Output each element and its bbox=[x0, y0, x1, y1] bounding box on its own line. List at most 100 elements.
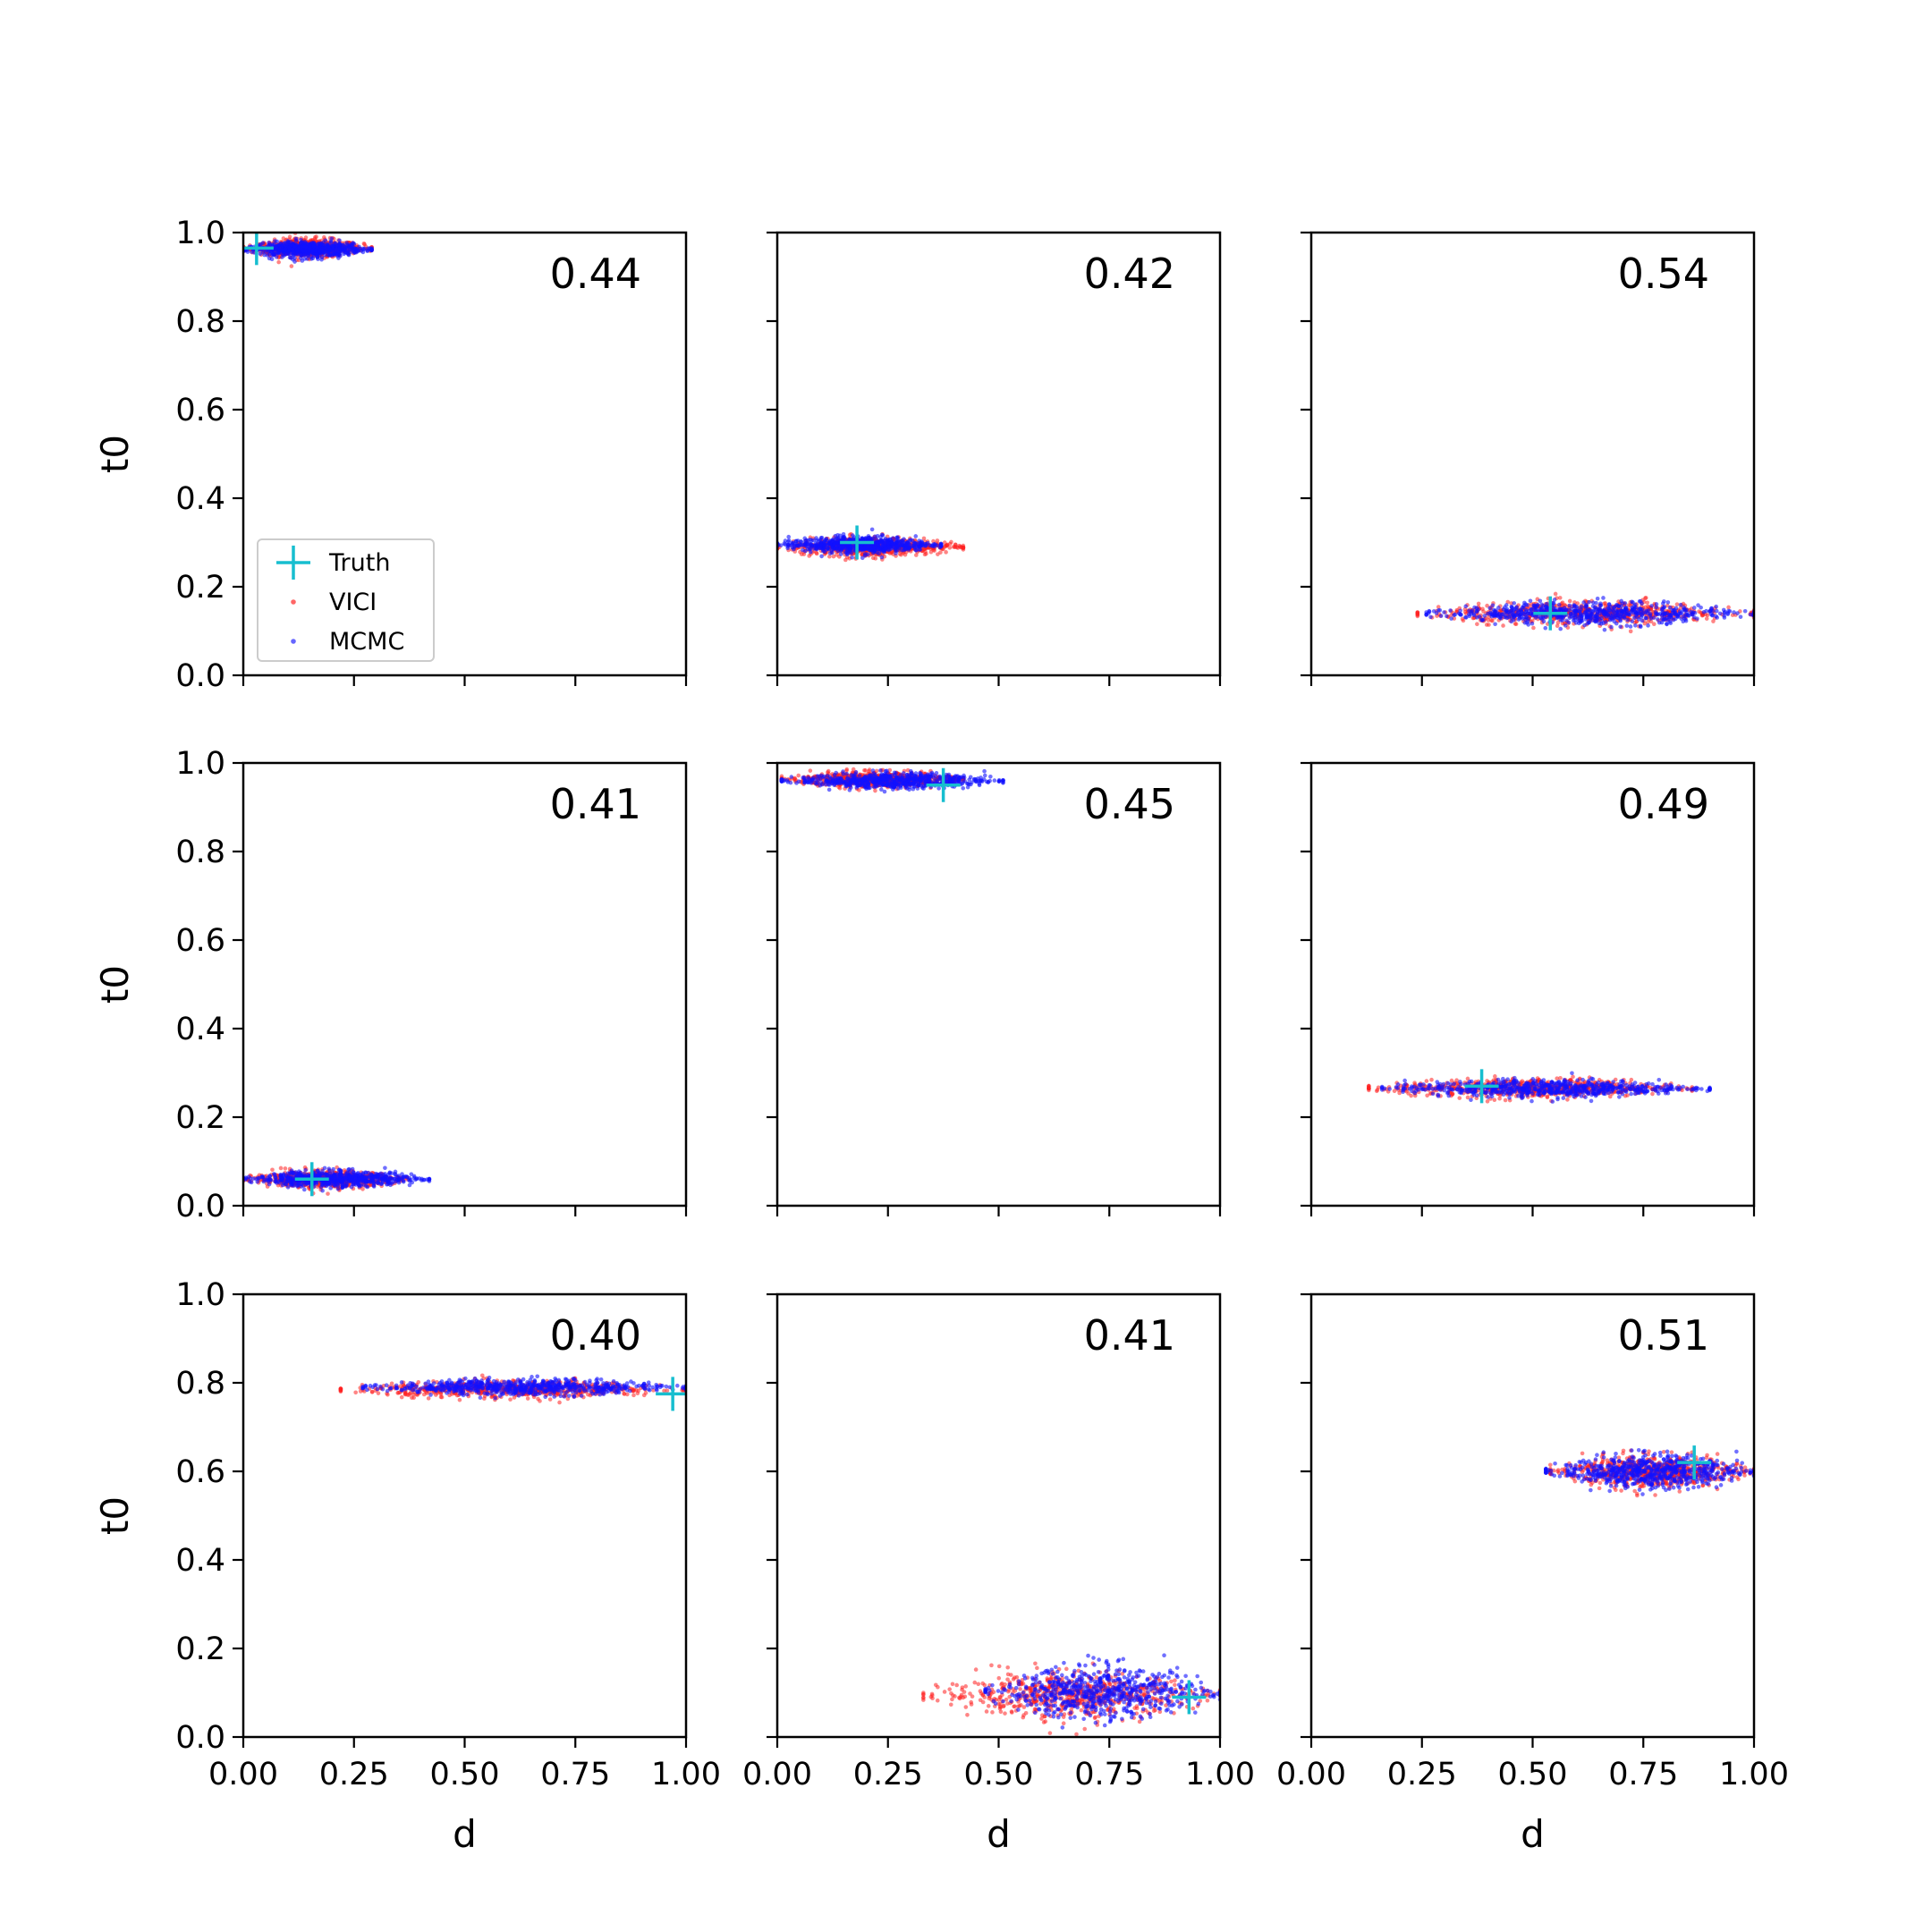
vici-point bbox=[814, 551, 819, 556]
mcmc-point bbox=[1665, 622, 1669, 627]
mcmc-point bbox=[1636, 611, 1640, 616]
mcmc-point bbox=[1482, 614, 1487, 618]
mcmc-point bbox=[890, 539, 894, 544]
mcmc-point bbox=[795, 538, 801, 543]
mcmc-point bbox=[1493, 622, 1497, 627]
mcmc-point bbox=[1553, 606, 1557, 611]
mcmc-point bbox=[1466, 612, 1471, 617]
legend-entry-vici: VICI bbox=[291, 589, 377, 616]
mcmc-point bbox=[1638, 624, 1643, 630]
mcmc-point bbox=[903, 547, 908, 552]
mcmc-point bbox=[1496, 612, 1502, 616]
mcmc-point bbox=[273, 239, 277, 243]
vici-point bbox=[831, 554, 836, 559]
mcmc-point bbox=[1630, 599, 1634, 605]
mcmc-point bbox=[1490, 603, 1496, 608]
mcmc-point bbox=[1637, 599, 1642, 604]
mcmc-point bbox=[1666, 613, 1672, 618]
mcmc-point bbox=[1488, 610, 1493, 615]
mcmc-point bbox=[1601, 596, 1606, 600]
mcmc-point bbox=[835, 544, 839, 549]
y-tick-label: 0.2 bbox=[175, 570, 225, 606]
mcmc-point bbox=[1532, 607, 1538, 612]
mcmc-point bbox=[272, 251, 277, 257]
mcmc-point bbox=[291, 257, 295, 262]
vici-point bbox=[944, 550, 948, 555]
mcmc-point bbox=[816, 541, 820, 547]
mcmc-point bbox=[269, 257, 275, 262]
mcmc-point bbox=[1504, 606, 1510, 612]
vici-point bbox=[1555, 623, 1560, 629]
mcmc-point bbox=[363, 1170, 369, 1175]
mcmc-point bbox=[342, 251, 346, 257]
mcmc-point bbox=[928, 543, 932, 548]
mcmc-point bbox=[1544, 601, 1549, 606]
mcmc-point bbox=[301, 1187, 307, 1192]
mcmc-point bbox=[908, 538, 913, 542]
mcmc-point bbox=[365, 249, 370, 253]
mcmc-point bbox=[1579, 616, 1584, 622]
mcmc-point bbox=[882, 540, 887, 546]
mcmc-point bbox=[1615, 603, 1620, 608]
mcmc-point bbox=[332, 251, 337, 257]
mcmc-point bbox=[899, 547, 904, 553]
scatter-points bbox=[1415, 591, 1754, 634]
vici-point bbox=[887, 551, 893, 555]
mcmc-point bbox=[1646, 623, 1650, 628]
mcmc-point bbox=[883, 546, 888, 550]
mcmc-point bbox=[279, 248, 284, 252]
mcmc-point bbox=[806, 538, 810, 543]
vici-point bbox=[289, 264, 294, 268]
mcmc-point bbox=[849, 551, 854, 555]
mcmc-point bbox=[923, 544, 928, 548]
mcmc-point bbox=[1691, 614, 1697, 620]
vici-point bbox=[1436, 605, 1441, 609]
mcmc-point bbox=[293, 251, 299, 256]
mcmc-point bbox=[1583, 609, 1589, 614]
mcmc-point bbox=[346, 243, 351, 249]
mcmc-point bbox=[296, 244, 301, 250]
mcmc-point bbox=[1567, 603, 1572, 608]
mcmc-point bbox=[1567, 615, 1572, 621]
mcmc-point bbox=[1590, 604, 1596, 609]
mcmc-point bbox=[1463, 604, 1469, 609]
mcmc-point bbox=[1657, 620, 1662, 625]
mcmc-point bbox=[334, 247, 339, 251]
mcmc-point bbox=[1628, 624, 1633, 629]
mcmc-point bbox=[822, 543, 827, 547]
mcmc-point bbox=[801, 547, 805, 553]
mcmc-point bbox=[1576, 621, 1581, 626]
mcmc-point bbox=[267, 242, 272, 248]
mcmc-point bbox=[274, 244, 279, 250]
mcmc-point bbox=[785, 543, 791, 547]
mcmc-point bbox=[1609, 624, 1614, 630]
mcmc-point bbox=[313, 248, 318, 253]
vici-point bbox=[953, 545, 958, 549]
axes-frame bbox=[775, 231, 1222, 677]
mcmc-point bbox=[316, 257, 320, 261]
mcmc-point bbox=[1504, 615, 1510, 621]
mcmc-point bbox=[1599, 618, 1605, 623]
mcmc-point bbox=[1579, 607, 1583, 612]
mcmc-point bbox=[833, 533, 838, 538]
mcmc-point bbox=[838, 552, 843, 556]
vici-point bbox=[1726, 605, 1731, 610]
mcmc-point bbox=[1516, 608, 1521, 614]
mcmc-point bbox=[1563, 623, 1568, 628]
mcmc-point bbox=[1510, 611, 1515, 615]
mcmc-point bbox=[883, 537, 888, 541]
mcmc-point bbox=[299, 252, 303, 258]
vici-point bbox=[1475, 622, 1479, 627]
mcmc-point bbox=[1630, 619, 1635, 623]
mcmc-point bbox=[894, 535, 899, 540]
mcmc-point bbox=[785, 539, 791, 544]
mcmc-point bbox=[365, 1184, 370, 1190]
mcmc-point bbox=[1572, 608, 1577, 614]
mcmc-point bbox=[1474, 608, 1479, 614]
vici-point bbox=[1513, 622, 1518, 626]
mcmc-point bbox=[840, 545, 844, 549]
mcmc-point bbox=[1541, 619, 1546, 624]
mcmc-point bbox=[894, 544, 899, 549]
